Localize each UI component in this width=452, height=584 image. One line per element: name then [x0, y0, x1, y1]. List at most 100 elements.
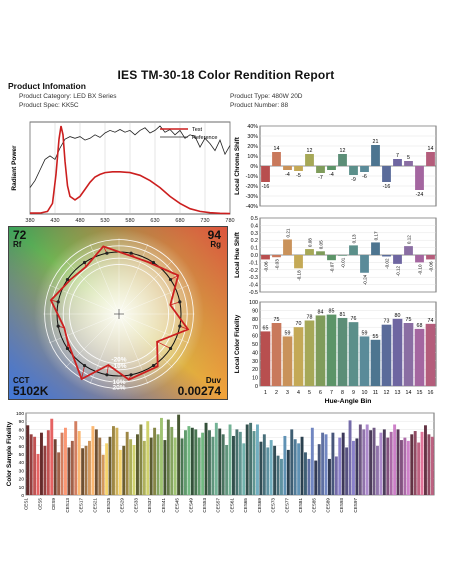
bin-ylabel: Local Hue Shift: [234, 231, 241, 278]
sample-bar: [149, 437, 153, 495]
sample-bar: [101, 454, 105, 495]
sample-bar: [372, 427, 376, 495]
vector-reference-dot: [168, 346, 173, 351]
sample-tick-label: CES57: [216, 498, 221, 513]
fid-bin-tick: 8: [341, 390, 344, 396]
fid-bin-tick: 4: [297, 390, 300, 396]
sample-bar: [379, 432, 383, 495]
fid-value-label: 75: [274, 317, 280, 323]
bin-value-label: -4: [285, 172, 290, 178]
sample-bar: [153, 427, 157, 495]
bin-y-tick: -20%: [246, 184, 259, 190]
samp-ylabel: Color Sample Fidelity: [6, 421, 13, 486]
sample-bar: [84, 445, 88, 495]
spd-x-tick: 480: [75, 218, 84, 224]
bin-y-tick: 40%: [247, 124, 258, 130]
sample-bar: [235, 429, 239, 495]
sample-bar: [142, 440, 146, 495]
fid-value-label: 85: [329, 309, 335, 315]
bin-bar: [382, 255, 391, 257]
bin-bar: [338, 154, 347, 166]
bin-bar: [371, 145, 380, 166]
sample-bar: [88, 440, 91, 495]
vector-reference-dot: [129, 373, 133, 377]
samp-y-tick: 100: [16, 411, 24, 417]
vector-reference-dot: [65, 277, 70, 282]
bin-y-tick: 0.3: [251, 231, 258, 237]
sample-bar: [173, 437, 177, 495]
fid-value-label: 70: [296, 321, 302, 327]
vector-graphic-panel: -20% -10% 10% 20% 72 Rf 94 Rg CCT 5102K Duv…: [8, 226, 228, 400]
fid-value-label: 78: [307, 314, 313, 320]
sample-bar: [125, 431, 129, 495]
sample-bar: [115, 427, 119, 495]
vector-ring-label: 10%: [112, 379, 125, 386]
bin-value-label: -0.18: [297, 270, 302, 281]
sample-bar: [324, 434, 328, 495]
vector-reference-dot: [56, 300, 60, 304]
sample-bar: [190, 427, 194, 495]
bin-bar: [283, 239, 292, 255]
sample-bar: [403, 437, 407, 495]
sample-bar: [221, 434, 225, 495]
sample-bar: [321, 432, 325, 495]
vector-spoke: [118, 313, 189, 344]
sample-bar: [60, 432, 64, 495]
fid-bar: [337, 317, 348, 386]
fid-value-label: 81: [340, 312, 346, 318]
sample-bar: [334, 456, 338, 495]
samp-y-tick: 90: [19, 419, 25, 425]
sample-bar: [204, 422, 208, 495]
sample-tick-label: CES33: [133, 498, 138, 513]
spd-ylabel: Radiant Power: [11, 145, 18, 191]
rg-value: 94: [207, 228, 221, 242]
bin-y-tick: -0.3: [249, 275, 258, 281]
vector-spoke: [118, 313, 173, 368]
fid-y-tick: 60: [252, 334, 258, 340]
bin-bar: [294, 255, 303, 269]
sample-bar: [328, 458, 331, 495]
rg-label: Rg: [210, 240, 221, 249]
sample-tick-label: CES89: [325, 498, 330, 513]
sample-tick-label: CES25: [106, 498, 111, 513]
fid-y-tick: 20: [252, 367, 258, 373]
sample-bar: [118, 449, 122, 495]
fid-bar: [271, 323, 282, 386]
sample-bar: [290, 429, 294, 495]
bin-y-tick: 0.4: [251, 223, 258, 229]
product-spec: Product Spec: KK5C: [19, 102, 79, 109]
bin-bar: [294, 166, 303, 171]
sample-bar: [417, 442, 421, 495]
bin-value-label: 5: [407, 155, 410, 161]
bin-y-tick: -0.2: [249, 268, 258, 274]
bin-value-label: -0.07: [330, 262, 335, 273]
sample-bar: [430, 436, 434, 495]
sample-bar: [156, 434, 160, 495]
spd-x-tick: 630: [150, 218, 159, 224]
duv-label: Duv: [205, 376, 221, 385]
bin-bar: [371, 242, 380, 255]
product-info-heading: Product Infomation: [8, 81, 86, 91]
vector-reference-dot: [105, 373, 109, 377]
bin-y-tick: -0.4: [249, 283, 258, 289]
bin-value-label: -0.24: [363, 274, 368, 285]
vector-spoke: [65, 260, 120, 315]
sample-bar: [163, 440, 167, 495]
fid-value-label: 76: [351, 316, 357, 322]
product-number: Product Number: 88: [230, 102, 289, 109]
bin-value-label: 0.13: [352, 234, 357, 243]
sample-bar: [214, 422, 218, 495]
sample-bar: [122, 445, 126, 495]
sample-bar: [266, 447, 270, 495]
vector-reference-dot: [105, 251, 109, 255]
sample-tick-label: CES45: [175, 498, 180, 513]
bin-bar: [261, 255, 270, 260]
bin-value-label: 0.05: [319, 240, 324, 249]
sample-bar: [29, 434, 33, 495]
bin-bar: [261, 166, 270, 182]
bin-value-label: -0.06: [429, 261, 434, 272]
fid-value-label: 59: [362, 330, 368, 336]
fid-y-tick: 40: [252, 350, 258, 356]
samp-y-tick: 0: [21, 493, 24, 499]
sample-bar: [259, 441, 263, 495]
